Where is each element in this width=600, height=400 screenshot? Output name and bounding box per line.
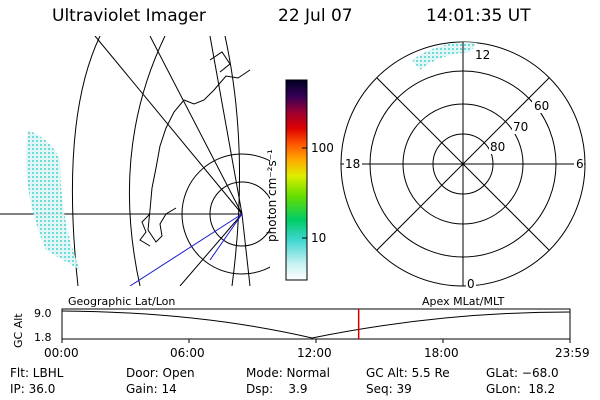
polar-plot: 12 0 18 6 60 70 80 [340, 41, 586, 291]
gain-status: Gain: 14 [126, 382, 177, 396]
timeline-right-title: Apex MLat/MLT [422, 295, 505, 308]
dsp-status: Dsp: 3.9 [246, 382, 308, 396]
geographic-map [0, 36, 270, 286]
timeline-xtick: 12:00 [297, 346, 332, 360]
lat-circle [224, 36, 241, 286]
timeline-xtick: 00:00 [44, 346, 79, 360]
glon-status: GLon: 18.2 [486, 382, 556, 396]
mlt-label-top: 12 [475, 48, 490, 62]
colorbar-scale [285, 79, 308, 281]
gc-alt-status: GC Alt: 5.5 Re [366, 366, 450, 380]
timeline-left-title: Geographic Lat/Lon [68, 295, 175, 308]
time-label: 14:01:35 UT [426, 6, 531, 26]
pole-ring [209, 181, 270, 247]
glat-status: GLat: −68.0 [486, 366, 559, 380]
timeline-xtick: 23:59 [555, 346, 590, 360]
aurora-emission [412, 42, 478, 70]
lat-label-70: 70 [513, 120, 528, 134]
lat-circle [71, 36, 101, 286]
meridian [241, 213, 251, 286]
altitude-curve [61, 310, 571, 339]
lat-label-60: 60 [534, 99, 549, 113]
mlt-line [376, 77, 550, 251]
lat-label-80: 80 [490, 140, 505, 154]
filter-status: Flt: LBHL [10, 366, 64, 380]
pole-ring [181, 153, 270, 275]
coastline [139, 213, 151, 247]
colorbar-tick: 10 [311, 231, 326, 245]
spacecraft-track [209, 213, 243, 261]
timeline-ytick: 1.8 [34, 331, 52, 344]
spacecraft-track [129, 213, 243, 286]
door-status: Door: Open [126, 366, 195, 380]
date-label: 22 Jul 07 [278, 6, 353, 26]
seq-status: Seq: 39 [366, 382, 412, 396]
timeline-ytick: 9.0 [34, 307, 52, 320]
timeline-xtick: 18:00 [424, 346, 459, 360]
colorbar-unit-label: photon cm⁻²s⁻¹ [265, 149, 279, 242]
status-footer: Flt: LBHL IP: 36.0 Door: Open Gain: 14 M… [0, 360, 600, 400]
aurora-emission [26, 130, 81, 270]
meridian [179, 213, 243, 286]
header-bar: Ultraviolet Imager 22 Jul 07 14:01:35 UT [0, 6, 600, 32]
mlt-label-left: 18 [345, 157, 360, 171]
timeline-ylabel: GC Alt [12, 313, 25, 348]
colorbar: 100 10 photon cm⁻²s⁻¹ [265, 79, 334, 281]
coastline [147, 69, 251, 243]
orbit-timeline: Geographic Lat/Lon Apex MLat/MLT GC Alt … [12, 295, 590, 360]
mlt-label-right: 6 [576, 157, 584, 171]
mlt-label-bottom: 0 [467, 277, 475, 291]
meridian [94, 36, 243, 215]
meridian [149, 36, 243, 215]
meridian [209, 36, 243, 215]
ip-status: IP: 36.0 [10, 382, 56, 396]
instrument-title: Ultraviolet Imager [52, 6, 206, 26]
timeline-xtick: 06:00 [170, 346, 205, 360]
colorbar-tick: 100 [311, 141, 334, 155]
mode-status: Mode: Normal [246, 366, 330, 380]
coastline [209, 51, 231, 73]
lat-circle [128, 36, 166, 286]
